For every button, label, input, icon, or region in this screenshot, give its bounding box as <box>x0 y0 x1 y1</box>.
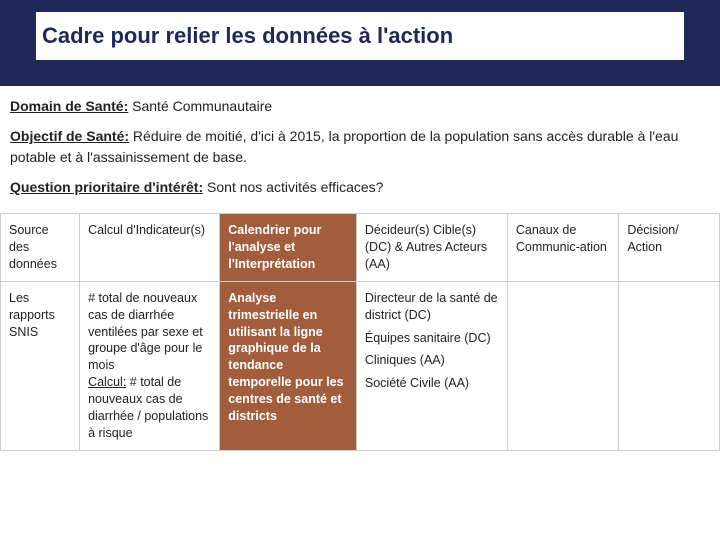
cell-channels <box>507 281 618 450</box>
domain-row: Domain de Santé: Santé Communautaire <box>10 96 710 116</box>
cell-decision <box>619 281 720 450</box>
title-bar: Cadre pour relier les données à l'action <box>0 0 720 86</box>
table-row: Les rapports SNIS # total de nouveaux ca… <box>1 281 720 450</box>
col-header-channels: Canaux de Communic-ation <box>507 214 618 282</box>
col-header-calendar: Calendrier pour l'analyse et l'Interprét… <box>220 214 357 282</box>
cell-indicator: # total de nouveaux cas de diarrhée vent… <box>80 281 220 450</box>
cell-stakeholders: Directeur de la santé de district (DC) É… <box>356 281 507 450</box>
title-inner: Cadre pour relier les données à l'action <box>36 12 684 60</box>
stakeholder-3: Société Civile (AA) <box>365 375 499 392</box>
cell-calendar: Analyse trimestrielle en utilisant la li… <box>220 281 357 450</box>
col-header-stakeholders: Décideur(s) Cible(s) (DC) & Autres Acteu… <box>356 214 507 282</box>
col-header-decision: Décision/ Action <box>619 214 720 282</box>
objective-label: Objectif de Santé: <box>10 128 129 144</box>
question-value: Sont nos activités efficaces? <box>207 179 383 195</box>
question-label: Question prioritaire d'intérêt: <box>10 179 203 195</box>
domain-value: Santé Communautaire <box>132 98 272 114</box>
indicator-calc-label: Calcul: <box>88 375 126 389</box>
page-title: Cadre pour relier les données à l'action <box>42 23 453 49</box>
col-header-indicator: Calcul d'Indicateur(s) <box>80 214 220 282</box>
domain-label: Domain de Santé: <box>10 98 128 114</box>
indicator-part1: # total de nouveaux cas de diarrhée vent… <box>88 291 203 373</box>
table-header-row: Source des données Calcul d'Indicateur(s… <box>1 214 720 282</box>
stakeholder-0: Directeur de la santé de district (DC) <box>365 290 499 324</box>
col-header-source: Source des données <box>1 214 80 282</box>
info-block: Domain de Santé: Santé Communautaire Obj… <box>0 86 720 213</box>
stakeholder-2: Cliniques (AA) <box>365 352 499 369</box>
question-row: Question prioritaire d'intérêt: Sont nos… <box>10 177 710 197</box>
objective-row: Objectif de Santé: Réduire de moitié, d'… <box>10 126 710 167</box>
stakeholder-1: Équipes sanitaire (DC) <box>365 330 499 347</box>
framework-table: Source des données Calcul d'Indicateur(s… <box>0 213 720 451</box>
cell-source: Les rapports SNIS <box>1 281 80 450</box>
